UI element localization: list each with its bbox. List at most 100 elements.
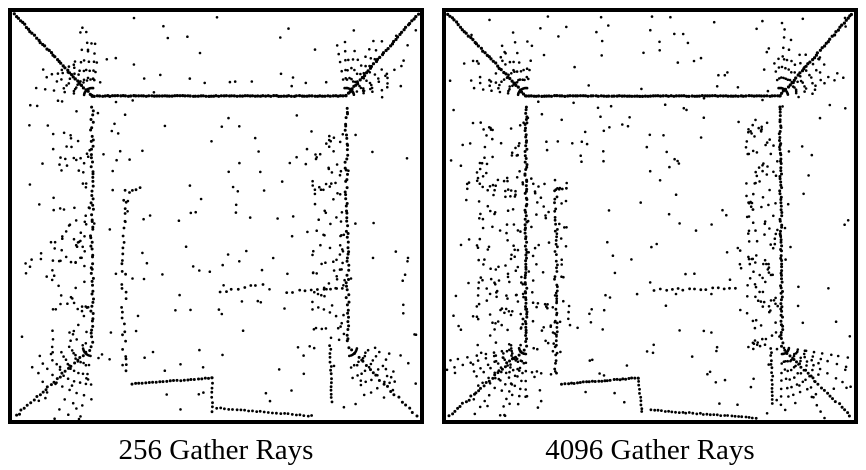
photon-dot xyxy=(69,260,73,264)
photon-dot xyxy=(559,350,562,354)
photon-dot xyxy=(93,222,96,225)
photon-dot xyxy=(524,379,527,383)
photon-dot xyxy=(658,40,661,44)
photon-dot xyxy=(480,161,484,165)
photon-dot xyxy=(737,415,740,418)
photon-dot xyxy=(262,189,266,192)
photon-dot xyxy=(770,383,774,386)
photon-dot xyxy=(509,366,512,369)
photon-dot xyxy=(249,284,253,287)
photon-dot xyxy=(767,363,770,366)
photon-dot xyxy=(62,355,65,358)
photon-dot xyxy=(786,93,790,96)
photon-dot xyxy=(175,378,179,382)
photon-dot xyxy=(489,57,493,61)
photon-dot xyxy=(770,398,774,401)
photon-dot xyxy=(482,384,486,388)
photon-dot xyxy=(73,66,76,69)
photon-dot xyxy=(165,393,168,396)
photon-dot xyxy=(833,400,837,404)
photon-dot xyxy=(481,175,485,178)
photon-dot xyxy=(406,44,409,47)
photon-dot xyxy=(488,185,492,188)
photon-dot xyxy=(805,360,809,363)
photon-dot xyxy=(188,77,192,80)
photon-dot xyxy=(509,195,512,198)
photon-dot xyxy=(414,29,418,32)
photon-dot xyxy=(68,223,72,226)
photon-dot xyxy=(197,377,200,381)
photon-dot xyxy=(60,248,63,252)
photon-dot xyxy=(84,186,88,189)
photon-dot xyxy=(233,80,237,83)
photon-dot xyxy=(72,237,76,241)
photon-dot xyxy=(822,388,826,392)
photon-dot xyxy=(85,330,88,334)
photon-dot xyxy=(781,341,785,345)
photon-dot xyxy=(779,302,783,306)
photon-dot xyxy=(760,205,763,209)
photon-dot xyxy=(514,355,517,359)
photon-dot xyxy=(701,413,705,416)
photon-dot xyxy=(694,229,698,232)
photon-dot xyxy=(798,362,801,366)
photon-dot xyxy=(792,365,796,369)
photon-dot xyxy=(780,76,783,79)
photon-dot xyxy=(797,285,800,289)
photon-dot xyxy=(494,283,497,286)
photon-dot xyxy=(714,381,718,384)
photon-dot xyxy=(467,181,471,184)
photon-dot xyxy=(775,78,779,82)
photon-dot xyxy=(302,94,306,98)
photon-dot xyxy=(780,249,783,253)
photon-dot xyxy=(52,89,56,92)
photon-dot xyxy=(510,349,513,353)
photon-dot xyxy=(346,311,350,315)
photon-dot xyxy=(778,189,782,193)
photon-dot xyxy=(44,396,47,400)
photon-dot xyxy=(767,262,770,266)
photon-dot xyxy=(682,106,686,110)
photon-dot xyxy=(508,402,511,406)
photon-dot xyxy=(780,211,784,214)
photon-dot xyxy=(82,314,86,318)
photon-dot xyxy=(336,326,340,330)
photon-dot xyxy=(673,32,676,36)
photon-dot xyxy=(493,373,497,377)
photon-dot xyxy=(525,67,529,70)
photon-dot xyxy=(80,309,84,313)
photon-dot xyxy=(726,94,730,98)
photon-dot xyxy=(576,326,579,330)
photon-dot xyxy=(513,384,517,388)
photon-dot xyxy=(90,319,94,323)
photon-dot xyxy=(505,231,508,235)
photon-dot xyxy=(368,71,372,74)
photon-dot xyxy=(60,350,63,354)
photon-dot xyxy=(400,400,404,404)
photon-dot xyxy=(811,368,814,372)
photon-dot xyxy=(658,287,662,291)
photon-dot xyxy=(53,417,56,420)
photon-dot xyxy=(404,25,408,29)
photon-dot xyxy=(682,94,686,98)
photon-dot xyxy=(608,296,612,299)
photon-dot xyxy=(721,94,725,98)
photon-dot xyxy=(666,94,671,98)
photon-dot xyxy=(415,414,419,418)
photon-dot xyxy=(314,157,318,161)
photon-dot xyxy=(494,341,498,344)
photon-dot xyxy=(479,386,482,390)
photon-dot xyxy=(483,145,487,149)
photon-dot xyxy=(340,321,344,325)
photon-dot xyxy=(371,150,374,154)
photon-dot xyxy=(505,294,508,297)
photon-dot xyxy=(579,154,582,157)
photon-dot xyxy=(496,178,500,182)
photon-dot xyxy=(502,356,505,360)
photon-dot xyxy=(364,380,368,384)
photon-dot xyxy=(89,78,92,81)
photon-dot xyxy=(669,94,673,98)
photon-dot xyxy=(545,140,548,143)
photon-dot xyxy=(371,371,375,375)
photon-dot xyxy=(128,158,131,161)
